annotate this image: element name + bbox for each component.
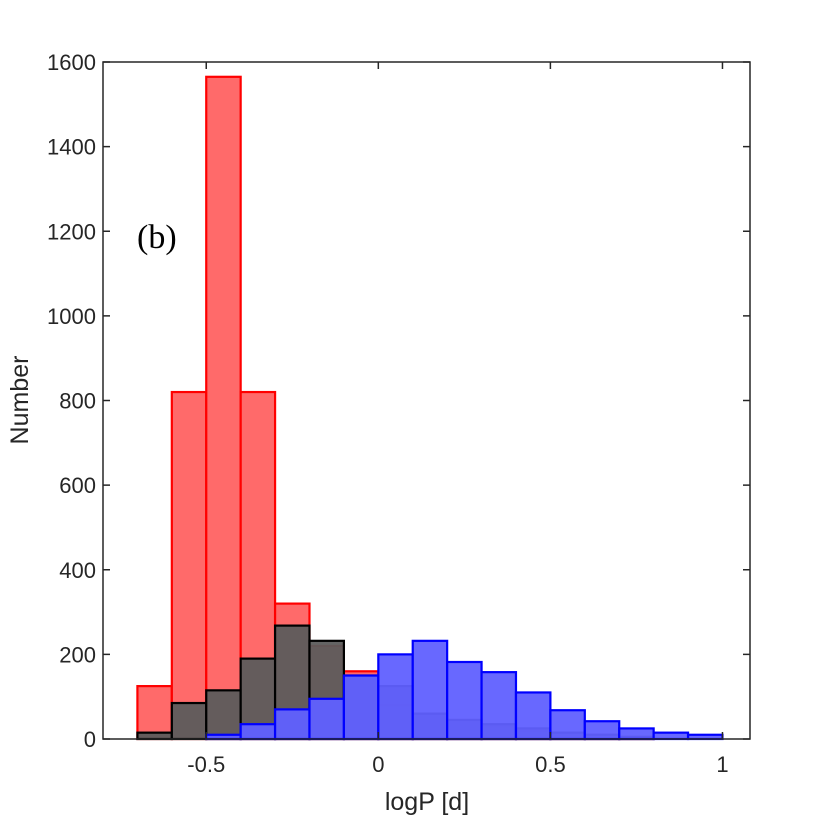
x-tick-label: 0.5 [535, 752, 566, 777]
histogram-bar-series-3 [446, 660, 483, 741]
x-tick-label: -0.5 [187, 752, 225, 777]
histogram-bar-series-3 [342, 674, 380, 741]
histogram-bar-series-3 [652, 731, 690, 741]
histogram-bar-series-1 [136, 685, 173, 741]
y-tick-label: 1600 [47, 50, 96, 75]
x-tick-label: 1 [716, 752, 728, 777]
y-tick-label: 1000 [47, 304, 96, 329]
x-tick-label: 0 [372, 752, 384, 777]
histogram-bar-series-2 [170, 701, 208, 741]
histogram-bar-series-3 [377, 653, 414, 741]
bars-layer [136, 75, 724, 741]
y-tick-label: 1400 [47, 135, 96, 160]
histogram-bar-series-3 [583, 720, 621, 741]
histogram-bar-series-3 [549, 709, 586, 741]
histogram-bar-series-3 [239, 723, 277, 741]
panel-label: (b) [137, 219, 177, 256]
histogram-bar-series-1 [170, 390, 208, 741]
y-tick-label: 800 [59, 389, 96, 414]
histogram-bar-series-3 [618, 727, 655, 741]
histogram-bar-series-2 [136, 731, 173, 741]
histogram-bar-series-3 [308, 697, 346, 741]
histogram-bar-series-3 [480, 671, 518, 741]
histogram-bar-series-2 [205, 689, 242, 741]
x-axis-label: logP [d] [385, 788, 469, 816]
ticks-layer: -0.5 0 0.5 1 0 200 400 600 800 1000 1200 1400 1600 [47, 50, 750, 777]
y-tick-label: 200 [59, 642, 96, 667]
histogram-bar-series-3 [514, 691, 552, 741]
y-tick-label: 600 [59, 473, 96, 498]
y-tick-label: 0 [84, 727, 96, 752]
y-tick-label: 1200 [47, 219, 96, 244]
y-axis-label: Number [6, 356, 34, 445]
y-tick-label: 400 [59, 558, 96, 583]
histogram-bar-series-3 [273, 708, 311, 741]
histogram-bar-series-3 [411, 639, 449, 741]
histogram-bar-series-1 [205, 75, 242, 741]
